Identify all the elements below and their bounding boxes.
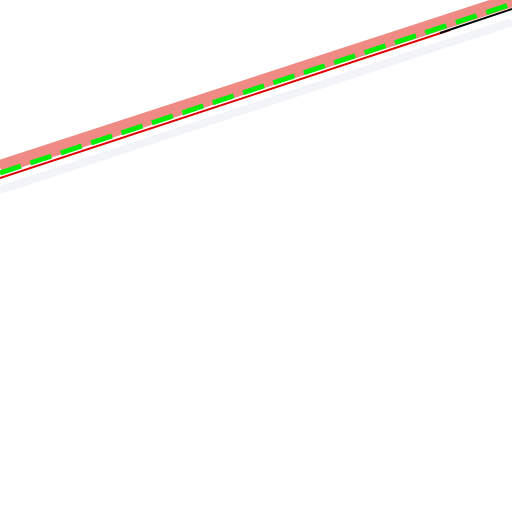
line-shadow: [0, 18, 512, 194]
highlight-band: [0, 0, 512, 174]
black-line: [439, 8, 512, 34]
dashed-line: [0, 1, 512, 176]
red-line: [0, 29, 451, 179]
